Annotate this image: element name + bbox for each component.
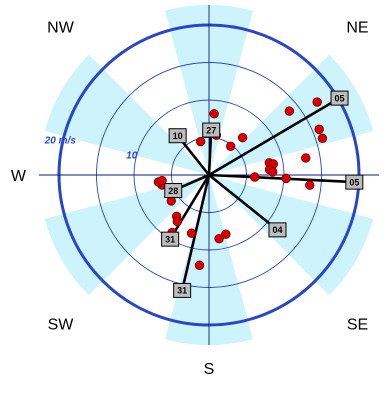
vector-tag-27: 27 (202, 122, 221, 138)
data-point (281, 173, 291, 184)
vector-tag-box (168, 128, 187, 144)
vector-tags: 05 05 04 31 31 28 10 27 (161, 90, 364, 298)
data-point (250, 172, 260, 182)
compass-label-se: SE (347, 316, 368, 333)
wind-vector-31 (168, 173, 211, 241)
ring-label-20: 20 m/s (44, 135, 77, 146)
vector-tag-box (202, 122, 221, 138)
vector-tag-31: 31 (173, 282, 192, 298)
wind-vector-05 (207, 96, 341, 177)
sector-band-4 (44, 175, 210, 296)
vector-tag-text: 04 (272, 225, 282, 235)
data-point (305, 180, 315, 190)
data-point (317, 133, 328, 144)
ring-labels: 10 20 m/s (44, 135, 138, 161)
compass-label-sw: SW (48, 316, 75, 333)
data-point (301, 153, 311, 163)
vector-tag-box (268, 222, 287, 238)
vector-tag-text: 05 (335, 93, 345, 103)
data-point (267, 167, 278, 177)
data-point (214, 234, 224, 244)
vector-tag-31: 31 (161, 231, 180, 247)
vector-tag-10: 10 (168, 128, 187, 144)
vector-tag-text: 28 (168, 186, 178, 196)
vector-tag-04: 04 (268, 222, 287, 238)
vector-tag-text: 05 (349, 177, 359, 187)
data-point (194, 260, 205, 270)
vector-tag-05: 05 (345, 174, 364, 190)
data-point (221, 229, 231, 239)
vector-tag-text: 10 (173, 131, 183, 141)
data-points (153, 97, 328, 270)
vector-tag-box (173, 282, 192, 298)
vector-tag-box (330, 90, 349, 106)
data-point (284, 106, 295, 116)
data-point (237, 132, 248, 143)
data-point (172, 216, 183, 227)
compass-label-nw: NW (47, 20, 75, 37)
ring-label-10: 10 (126, 151, 138, 162)
wind-vector-04 (207, 173, 279, 232)
vector-tag-05: 05 (330, 90, 349, 106)
vector-tag-28: 28 (164, 183, 183, 199)
data-point (195, 136, 206, 147)
data-point (186, 228, 197, 238)
sector-band-2 (209, 175, 374, 296)
vector-tag-text: 31 (177, 286, 187, 296)
data-point (157, 175, 167, 186)
compass-label-ne: NE (346, 20, 368, 37)
data-point (209, 109, 219, 119)
vector-tag-text: 27 (206, 125, 216, 135)
vector-tag-text: 31 (165, 234, 175, 244)
data-point (312, 97, 322, 107)
compass-label-w: W (11, 168, 27, 185)
sector-band-5 (44, 54, 210, 175)
compass-labels: NNEESESSWWNW (11, 20, 369, 378)
vector-tag-box (345, 174, 364, 190)
data-point (314, 124, 324, 135)
data-point (226, 141, 236, 151)
compass-label-s: S (204, 361, 215, 378)
vector-tag-box (164, 183, 183, 199)
vector-tag-box (161, 231, 180, 247)
